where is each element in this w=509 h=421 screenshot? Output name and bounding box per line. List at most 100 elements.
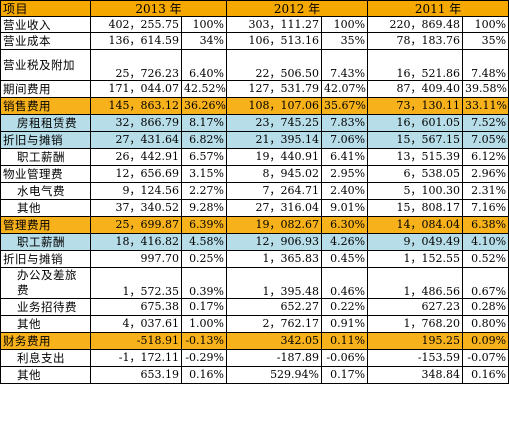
percent-2011: 100% <box>462 16 509 33</box>
value-2011: 6，538.05 <box>367 165 464 183</box>
expense-table: 项目 2013 年 2012 年 2011 年 营业收入 402，255.75 10… <box>0 0 509 384</box>
row-label: 折旧与摊销 <box>0 131 91 149</box>
percent-2012: 2.40% <box>321 182 369 200</box>
row-label: 业务招待费 <box>0 298 91 316</box>
value-2012: 19，440.91 <box>226 148 323 166</box>
value-2011: 16，601.05 <box>367 114 464 132</box>
percent-2012: 0.45% <box>321 250 369 268</box>
percent-2013: 6.40% <box>180 49 228 81</box>
percent-2013: -0.29% <box>180 349 228 367</box>
percent-2011: 39.58% <box>462 80 509 98</box>
percent-2013: 1.00% <box>180 315 228 333</box>
table-row: 其他 653.19 0.16% 529.94% 0.17% 348.84 0.16% <box>0 366 509 384</box>
value-2012: 7，264.71 <box>226 182 323 200</box>
value-2013: 997.70 <box>90 250 182 268</box>
value-2011: 15，808.17 <box>367 199 464 217</box>
value-2011: 195.25 <box>367 332 464 350</box>
percent-2011: 7.52% <box>462 114 509 132</box>
row-label: 营业收入 <box>0 16 91 33</box>
percent-2013: 9.28% <box>180 199 228 217</box>
value-2012: 652.27 <box>226 298 323 316</box>
value-2013: 653.19 <box>90 366 182 384</box>
table-row: 业务招待费 675.38 0.17% 652.27 0.22% 627.23 0.28% <box>0 298 509 316</box>
percent-2013: 0.17% <box>180 298 228 316</box>
value-2012: 2，762.17 <box>226 315 323 333</box>
percent-2011: 4.10% <box>462 233 509 251</box>
table-row: 办公及差旅费 1，572.35 0.39% 1，395.48 0.46% 1，486.56… <box>0 267 509 299</box>
table-row: 营业成本 136，614.59 34% 106，513.16 35% 78，183.76 3… <box>0 32 509 50</box>
value-2013: -1，172.11 <box>90 349 182 367</box>
table-row: 期间费用 171，044.07 42.52% 127，531.79 42.07% 87，4… <box>0 80 509 98</box>
header-2011: 2011 年 <box>367 0 509 17</box>
row-label: 营业成本 <box>0 32 91 50</box>
percent-2011: 0.52% <box>462 250 509 268</box>
percent-2012: 0.91% <box>321 315 369 333</box>
value-2011: 87，409.40 <box>367 80 464 98</box>
value-2011: -153.59 <box>367 349 464 367</box>
table-row: 水电气费 9，124.56 2.27% 7，264.71 2.40% 5，100.30 2.… <box>0 182 509 200</box>
percent-2013: 34% <box>180 32 228 50</box>
value-2013: 1，572.35 <box>90 267 182 299</box>
table-row: 职工薪酬 26，442.91 6.57% 19，440.91 6.41% 13，515.3… <box>0 148 509 166</box>
value-2011: 348.84 <box>367 366 464 384</box>
percent-2013: 6.39% <box>180 216 228 234</box>
row-label: 水电气费 <box>0 182 91 200</box>
value-2012: 23，745.25 <box>226 114 323 132</box>
value-2011: 73，130.11 <box>367 97 464 115</box>
percent-2011: 33.11% <box>462 97 509 115</box>
percent-2011: 0.67% <box>462 267 509 299</box>
value-2013: 25，726.23 <box>90 49 182 81</box>
value-2011: 15，567.15 <box>367 131 464 149</box>
table-row: 销售费用 145，863.12 36.26% 108，107.06 35.67% 73，1… <box>0 97 509 115</box>
percent-2011: 7.48% <box>462 49 509 81</box>
value-2013: 402，255.75 <box>90 16 182 33</box>
value-2013: 37，340.52 <box>90 199 182 217</box>
header-row: 项目 2013 年 2012 年 2011 年 <box>0 0 509 17</box>
percent-2012: 0.46% <box>321 267 369 299</box>
row-label: 其他 <box>0 315 91 333</box>
percent-2011: 2.31% <box>462 182 509 200</box>
percent-2012: 0.17% <box>321 366 369 384</box>
header-item: 项目 <box>0 0 91 17</box>
percent-2011: 0.80% <box>462 315 509 333</box>
table-row: 职工薪酬 18，416.82 4.58% 12，906.93 4.26% 9，049.49… <box>0 233 509 251</box>
value-2011: 16，521.86 <box>367 49 464 81</box>
percent-2012: 100% <box>321 16 369 33</box>
row-label: 营业税及附加 <box>0 49 91 81</box>
table-row: 利息支出 -1，172.11 -0.29% -187.89 -0.06% -153.59-… <box>0 349 509 367</box>
table-row: 折旧与摊销 997.70 0.25% 1，365.83 0.45% 1，152.55 0.5… <box>0 250 509 268</box>
value-2011: 1，768.20 <box>367 315 464 333</box>
value-2013: 27，431.64 <box>90 131 182 149</box>
value-2012: 303，111.27 <box>226 16 323 33</box>
percent-2011: 6.38% <box>462 216 509 234</box>
percent-2012: 0.11% <box>321 332 369 350</box>
percent-2013: 36.26% <box>180 97 228 115</box>
header-2012: 2012 年 <box>226 0 369 17</box>
percent-2013: 3.15% <box>180 165 228 183</box>
percent-2013: 100% <box>180 16 228 33</box>
value-2013: 675.38 <box>90 298 182 316</box>
value-2013: 4，037.61 <box>90 315 182 333</box>
row-label: 职工薪酬 <box>0 233 91 251</box>
value-2011: 78，183.76 <box>367 32 464 50</box>
header-2013: 2013 年 <box>89 0 228 17</box>
value-2011: 9，049.49 <box>367 233 464 251</box>
row-label: 办公及差旅费 <box>0 267 91 299</box>
row-label: 其他 <box>0 366 91 384</box>
percent-2013: 0.16% <box>180 366 228 384</box>
row-label: 销售费用 <box>0 97 91 115</box>
value-2012: 106，513.16 <box>226 32 323 50</box>
percent-2012: -0.06% <box>321 349 369 367</box>
percent-2011: 6.12% <box>462 148 509 166</box>
row-label: 管理费用 <box>0 216 91 234</box>
row-label: 财务费用 <box>0 332 91 350</box>
percent-2011: -0.07% <box>462 349 509 367</box>
percent-2013: 4.58% <box>180 233 228 251</box>
table-row: 营业收入 402，255.75 100% 303，111.27 100% 220，869.… <box>0 16 509 33</box>
row-label: 职工薪酬 <box>0 148 91 166</box>
percent-2012: 2.95% <box>321 165 369 183</box>
value-2013: 32，866.79 <box>90 114 182 132</box>
percent-2011: 0.16% <box>462 366 509 384</box>
row-label: 物业管理费 <box>0 165 91 183</box>
percent-2013: 2.27% <box>180 182 228 200</box>
